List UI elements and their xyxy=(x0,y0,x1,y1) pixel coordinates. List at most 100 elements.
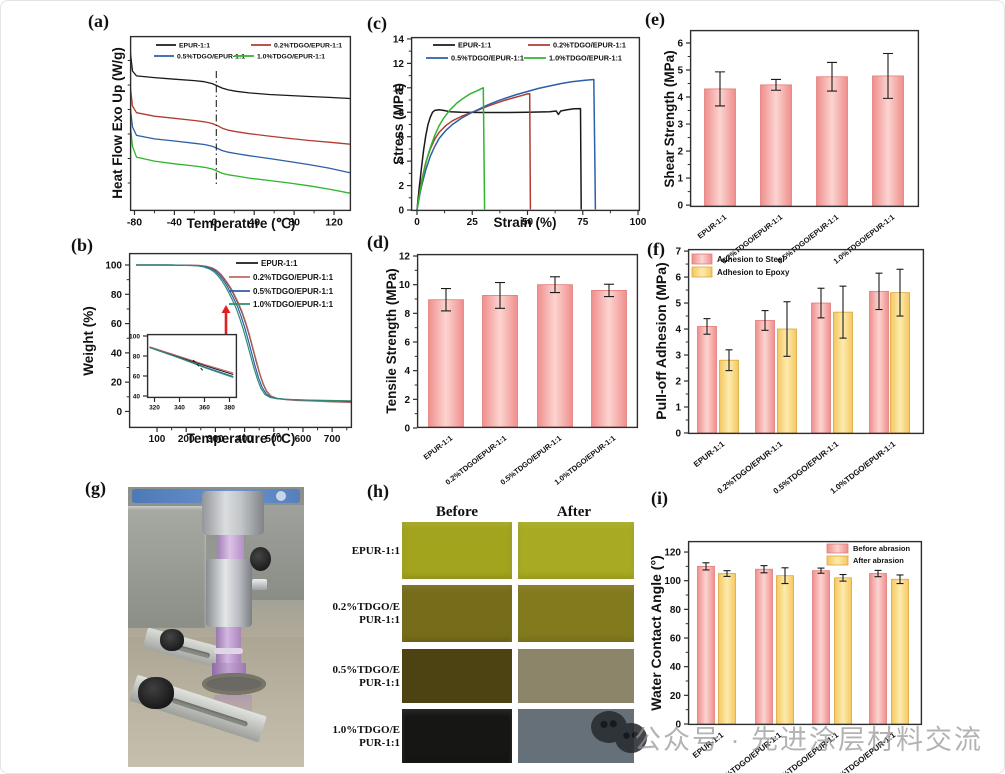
svg-text:0.2%TDGO/EPUR-1:1: 0.2%TDGO/EPUR-1:1 xyxy=(274,42,342,49)
svg-text:120: 120 xyxy=(325,217,343,229)
svg-text:1.0%TDGO/EPUR-1:1: 1.0%TDGO/EPUR-1:1 xyxy=(253,300,334,309)
svg-text:100: 100 xyxy=(105,261,122,272)
coating-sample-before-4 xyxy=(402,709,512,763)
panel-a-label: (a) xyxy=(88,11,109,31)
panel-g-label: (g) xyxy=(85,478,106,498)
svg-text:EPUR-1:1: EPUR-1:1 xyxy=(696,212,728,240)
svg-text:40: 40 xyxy=(670,662,682,673)
h-row-label-3: 0.5%TDGO/E PUR-1:1 xyxy=(318,664,400,689)
svg-text:1: 1 xyxy=(677,174,683,185)
svg-text:EPUR-1:1: EPUR-1:1 xyxy=(422,433,454,461)
collar-set-screw xyxy=(252,579,267,590)
svg-text:0: 0 xyxy=(211,217,217,229)
svg-text:60: 60 xyxy=(133,373,141,380)
panel-h-label: (h) xyxy=(367,481,389,501)
svg-text:80: 80 xyxy=(670,605,682,616)
svg-text:1.0%TDGO/EPUR-1:1: 1.0%TDGO/EPUR-1:1 xyxy=(257,53,325,60)
svg-text:8: 8 xyxy=(398,108,404,119)
coating-sample-before-2 xyxy=(402,585,512,642)
svg-text:0: 0 xyxy=(675,719,681,730)
h-row-label-text: PUR-1:1 xyxy=(359,613,400,626)
svg-text:Adhesion to Epoxy: Adhesion to Epoxy xyxy=(717,268,790,277)
svg-text:Adhesion to Steel: Adhesion to Steel xyxy=(717,255,785,264)
svg-text:1.0%TDGO/EPUR-1:1: 1.0%TDGO/EPUR-1:1 xyxy=(553,433,618,486)
svg-text:20: 20 xyxy=(111,378,123,389)
svg-text:-80: -80 xyxy=(127,217,142,229)
svg-text:12: 12 xyxy=(393,59,405,70)
svg-text:3: 3 xyxy=(675,351,681,362)
tensile-strength-chart: 0 2 4 6 8 10 12 EPUR-1:1 0.2%TDGO/EPUR-1:1 0.5%TD… xyxy=(399,252,639,487)
tga-chart: 100 200 300 400 500 600 700 0 20 40 60 80 100 EPUR-1:… xyxy=(105,252,353,445)
h-row-label-text: 1.0%TDGO/E xyxy=(332,724,400,736)
svg-text:320: 320 xyxy=(149,404,160,411)
svg-text:80: 80 xyxy=(111,290,123,301)
svg-text:0.2%TDGO/EPUR-1:1: 0.2%TDGO/EPUR-1:1 xyxy=(253,273,334,282)
collar-knob xyxy=(250,547,271,571)
svg-text:14: 14 xyxy=(393,34,405,45)
shear-strength-chart: 0 1 2 3 4 5 6 EPUR-1:1 0.2%TDGO/EPUR-1:1 0.5%TDGO… xyxy=(677,29,920,266)
panel-c-label: (c) xyxy=(367,13,387,33)
h-row-label-text: 0.5%TDGO/E xyxy=(332,664,400,676)
abrasive-pad xyxy=(202,673,266,695)
load-weight-head xyxy=(202,491,264,535)
coating-sample-before-1 xyxy=(402,522,512,579)
h-row-label-2: 0.2%TDGO/E PUR-1:1 xyxy=(318,601,400,626)
coating-sample-after-2 xyxy=(518,585,634,642)
abrasion-test-photo xyxy=(128,487,304,767)
tensile-y-axis-title: Tensile Strength (MPa) xyxy=(384,268,399,414)
svg-text:EPUR-1:1: EPUR-1:1 xyxy=(179,42,210,49)
svg-text:4: 4 xyxy=(677,93,683,104)
svg-text:700: 700 xyxy=(324,434,341,445)
purple-shaft-upper xyxy=(218,535,244,561)
svg-text:0.5%TDGO/EPUR-1:1: 0.5%TDGO/EPUR-1:1 xyxy=(451,54,524,63)
metal-collar xyxy=(206,559,252,627)
panel-d-label: (d) xyxy=(367,232,389,252)
svg-text:100: 100 xyxy=(630,217,647,228)
svg-text:340: 340 xyxy=(174,404,185,411)
svg-text:0: 0 xyxy=(675,428,681,439)
pulloff-y-axis-title: Pull-off Adhesion (MPa) xyxy=(653,262,669,420)
svg-text:50: 50 xyxy=(522,217,534,228)
svg-text:360: 360 xyxy=(199,404,210,411)
svg-text:400: 400 xyxy=(236,434,253,445)
svg-text:0: 0 xyxy=(414,217,420,228)
svg-text:EPUR-1:1: EPUR-1:1 xyxy=(261,259,298,268)
panel-b-label: (b) xyxy=(71,235,93,255)
h-row-label-text: PUR-1:1 xyxy=(359,736,400,749)
svg-text:0.5%TDGO/EPUR-1:1: 0.5%TDGO/EPUR-1:1 xyxy=(177,53,245,60)
svg-text:0: 0 xyxy=(398,206,404,217)
shaft-white-ring xyxy=(214,648,243,654)
coating-sample-after-3 xyxy=(518,649,634,703)
svg-text:100: 100 xyxy=(129,333,140,340)
b-chart-canvas: 100 200 300 400 500 600 700 0 20 40 60 80 100 EPUR-1:… xyxy=(105,252,353,445)
svg-text:5: 5 xyxy=(677,65,683,76)
coating-sample-after-1 xyxy=(518,522,634,579)
wechat-bubble-small xyxy=(615,723,647,753)
dsc-x-axis-title: Temperature (℃) xyxy=(186,216,296,231)
svg-text:40: 40 xyxy=(133,393,141,400)
clamp-knob-lower xyxy=(138,677,174,709)
svg-text:200: 200 xyxy=(178,434,195,445)
svg-text:60: 60 xyxy=(670,634,682,645)
svg-text:After abrasion: After abrasion xyxy=(853,556,904,565)
f-chart-canvas: 01234567EPUR-1:10.2%TDGO/EPUR-1:10.5%TDG… xyxy=(675,247,925,496)
svg-text:10: 10 xyxy=(399,280,411,291)
svg-text:0.2%TDGO/EPUR-1:1: 0.2%TDGO/EPUR-1:1 xyxy=(553,41,626,50)
svg-text:0: 0 xyxy=(404,424,410,435)
dsc-y-axis-title: Heat Flow Exo Up (W/g) xyxy=(110,47,125,199)
c-chart-canvas: 0 25 50 75 100 0 2 4 6 8 10 12 14 EPUR-1:1 0.2%TDGO/EP… xyxy=(393,34,647,228)
svg-text:Before abrasion: Before abrasion xyxy=(853,544,911,553)
svg-text:EPUR-1:1: EPUR-1:1 xyxy=(458,41,491,50)
svg-text:4: 4 xyxy=(398,157,404,168)
dsc-chart: -80 -40 0 40 80 120 EPUR-1:1 0.2%TDGO/EPUR-1:1 0… xyxy=(127,35,352,229)
wechat-icon xyxy=(589,709,653,757)
svg-text:2: 2 xyxy=(677,147,683,158)
svg-text:8: 8 xyxy=(404,309,410,320)
h-row-label-text: EPUR-1:1 xyxy=(351,545,400,557)
machine-body xyxy=(128,506,206,628)
svg-text:12: 12 xyxy=(399,252,411,263)
svg-text:20: 20 xyxy=(670,691,682,702)
after-column-header: After xyxy=(556,504,592,520)
stress-strain-chart: 0 25 50 75 100 0 2 4 6 8 10 12 14 EPUR-1:1 0.2%TDGO/EP… xyxy=(393,34,647,228)
svg-text:600: 600 xyxy=(295,434,312,445)
